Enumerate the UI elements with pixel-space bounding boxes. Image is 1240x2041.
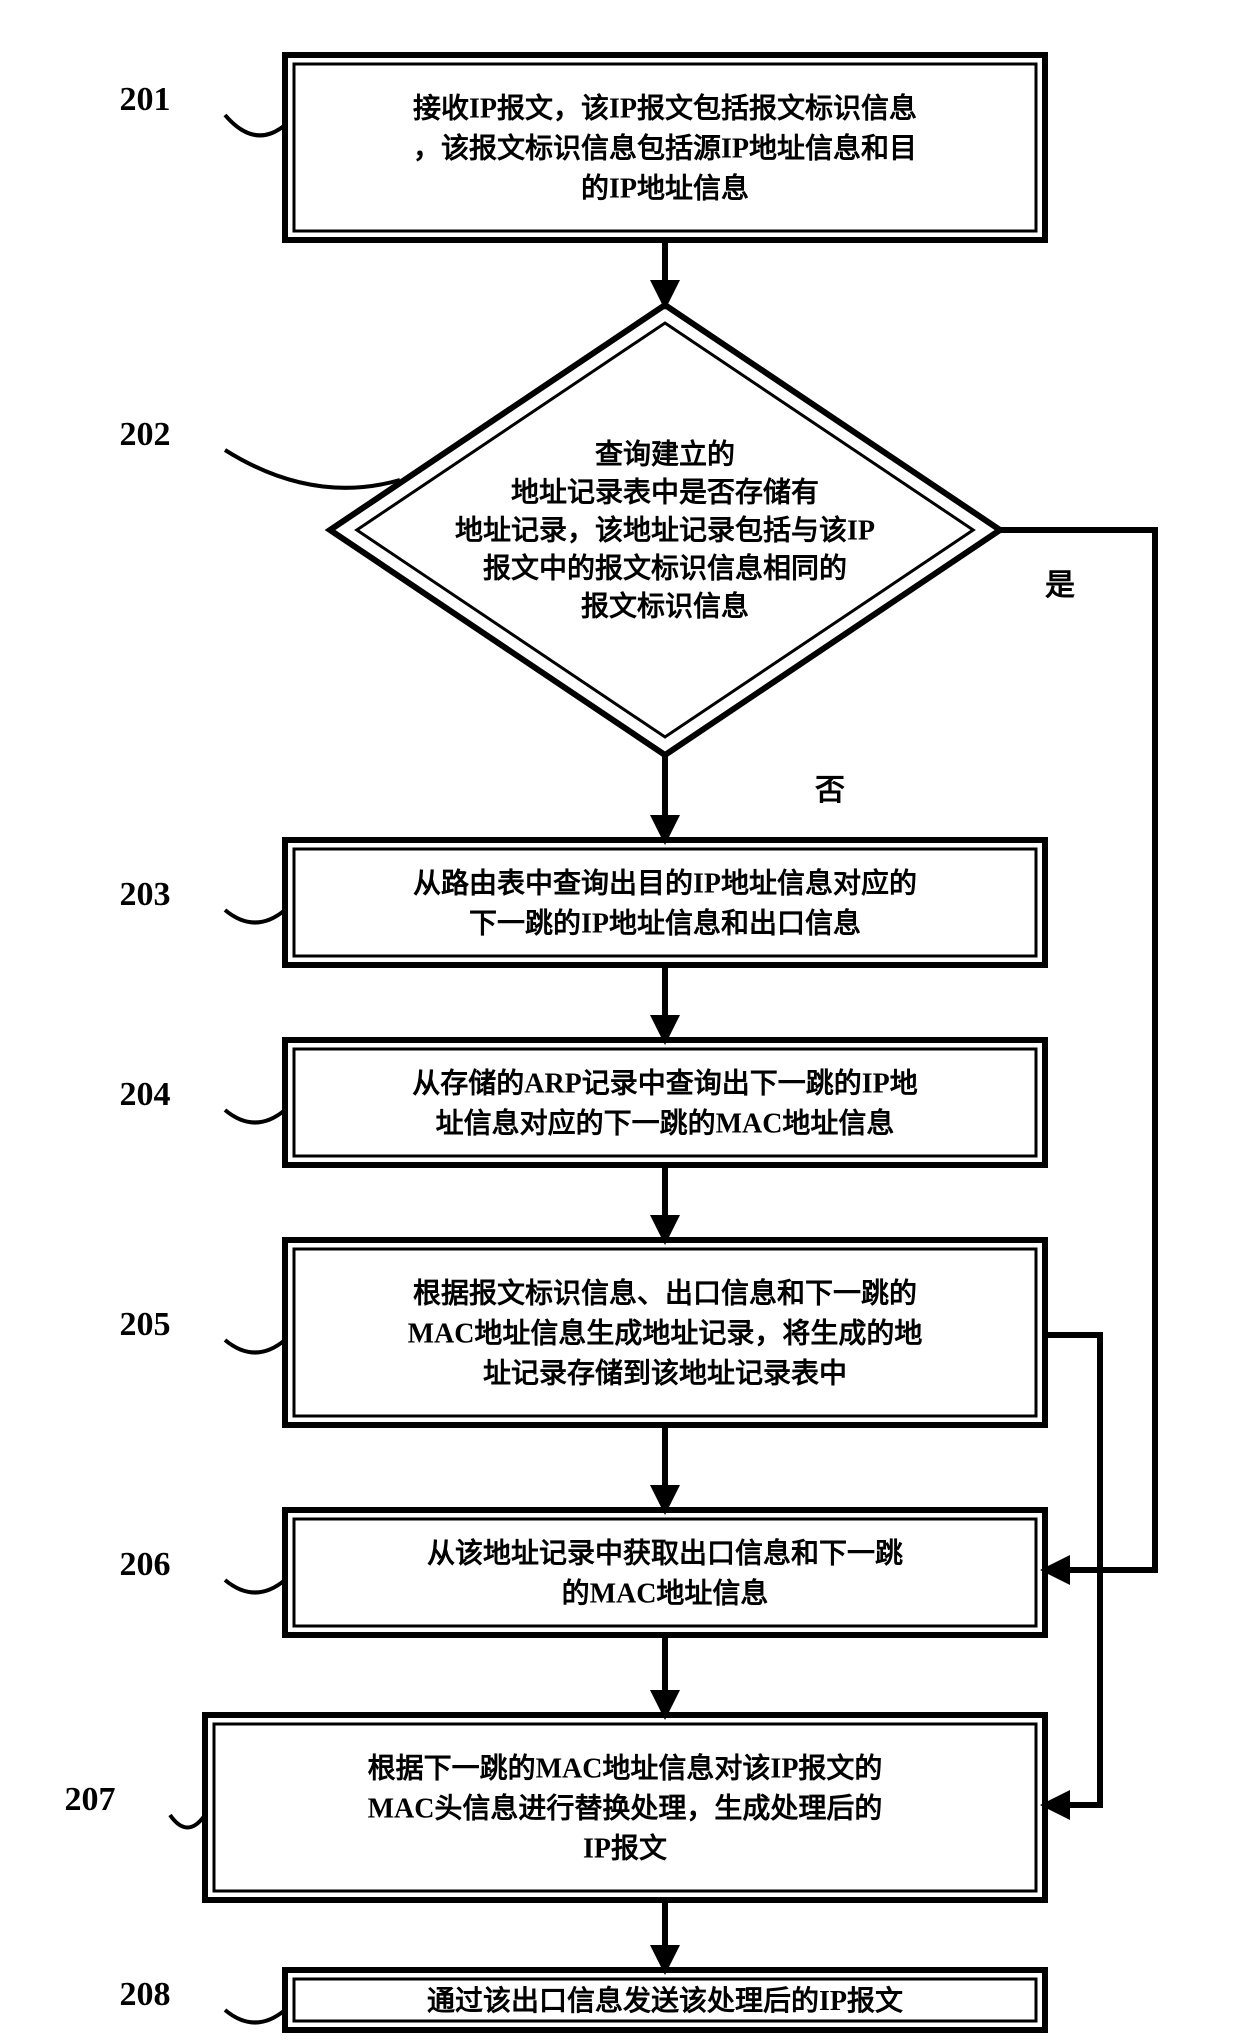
node-text: ，该报文标识信息包括源IP地址信息和目 <box>413 132 917 165</box>
node-text: 从该地址记录中获取出口信息和下一跳 <box>427 1537 903 1570</box>
step-label: 206 <box>120 1546 171 1583</box>
node-text: IP报文 <box>583 1832 667 1865</box>
node-text: 地址记录，该地址记录包括与该IP <box>455 514 875 547</box>
node-text: MAC头信息进行替换处理，生成处理后的 <box>368 1792 883 1825</box>
leader-line <box>170 1815 205 1828</box>
leader-line <box>225 115 285 135</box>
flow-node-201: 接收IP报文，该IP报文包括报文标识信息 ，该报文标识信息包括源IP地址信息和目的… <box>285 55 1045 240</box>
node-text: 根据下一跳的MAC地址信息对该IP报文的 <box>368 1752 883 1785</box>
node-text: 查询建立的 <box>595 438 735 471</box>
leader-line <box>225 1340 285 1353</box>
flow-node-206: 从该地址记录中获取出口信息和下一跳的MAC地址信息 <box>285 1510 1045 1635</box>
node-text: 从存储的ARP记录中查询出下一跳的IP地 <box>412 1067 918 1100</box>
edge-label: 是 <box>1045 569 1075 602</box>
step-label: 204 <box>120 1076 171 1113</box>
node-text: 的IP地址信息 <box>581 172 749 205</box>
node-text: 址记录存储到该地址记录表中 <box>483 1357 847 1390</box>
edge-label: 否 <box>815 774 845 807</box>
node-text: 根据报文标识信息、出口信息和下一跳的 <box>413 1277 917 1310</box>
step-label: 203 <box>120 876 171 913</box>
step-label: 201 <box>120 81 171 118</box>
flow-node-204: 从存储的ARP记录中查询出下一跳的IP地址信息对应的下一跳的MAC地址信息 <box>285 1040 1045 1165</box>
step-label: 208 <box>120 1976 171 2013</box>
leader-line <box>225 450 400 488</box>
leader-line <box>225 910 285 923</box>
node-text: 通过该出口信息发送该处理后的IP报文 <box>427 1984 903 2017</box>
node-text: 报文标识信息 <box>581 590 749 623</box>
flow-node-208: 通过该出口信息发送该处理后的IP报文 <box>285 1970 1045 2030</box>
flow-node-205: 根据报文标识信息、出口信息和下一跳的 MAC地址信息生成地址记录，将生成的地址记录… <box>285 1240 1045 1425</box>
node-text: 下一跳的IP地址信息和出口信息 <box>469 907 861 940</box>
leader-line <box>225 2010 285 2023</box>
step-label: 202 <box>120 416 171 453</box>
step-label: 207 <box>65 1781 116 1818</box>
flow-decision-202: 查询建立的地址记录表中是否存储有地址记录，该地址记录包括与该IP 报文中的报文标识… <box>330 305 1000 755</box>
step-label: 205 <box>120 1306 171 1343</box>
node-text: 地址记录表中是否存储有 <box>511 476 819 509</box>
leader-line <box>225 1110 285 1123</box>
node-text: MAC地址信息生成地址记录，将生成的地 <box>408 1317 923 1350</box>
node-text: 报文中的报文标识信息相同的 <box>483 552 847 585</box>
flow-node-207: 根据下一跳的MAC地址信息对该IP报文的 MAC头信息进行替换处理，生成处理后的 I… <box>205 1715 1045 1900</box>
node-text: 址信息对应的下一跳的MAC地址信息 <box>436 1107 895 1140</box>
flowchart-canvas: 接收IP报文，该IP报文包括报文标识信息 ，该报文标识信息包括源IP地址信息和目的… <box>0 0 1240 2041</box>
node-text: 从路由表中查询出目的IP地址信息对应的 <box>413 867 917 900</box>
flow-node-203: 从路由表中查询出目的IP地址信息对应的下一跳的IP地址信息和出口信息 <box>285 840 1045 965</box>
leader-line <box>225 1580 285 1593</box>
node-text: 接收IP报文，该IP报文包括报文标识信息 <box>413 92 917 125</box>
node-text: 的MAC地址信息 <box>562 1577 769 1610</box>
